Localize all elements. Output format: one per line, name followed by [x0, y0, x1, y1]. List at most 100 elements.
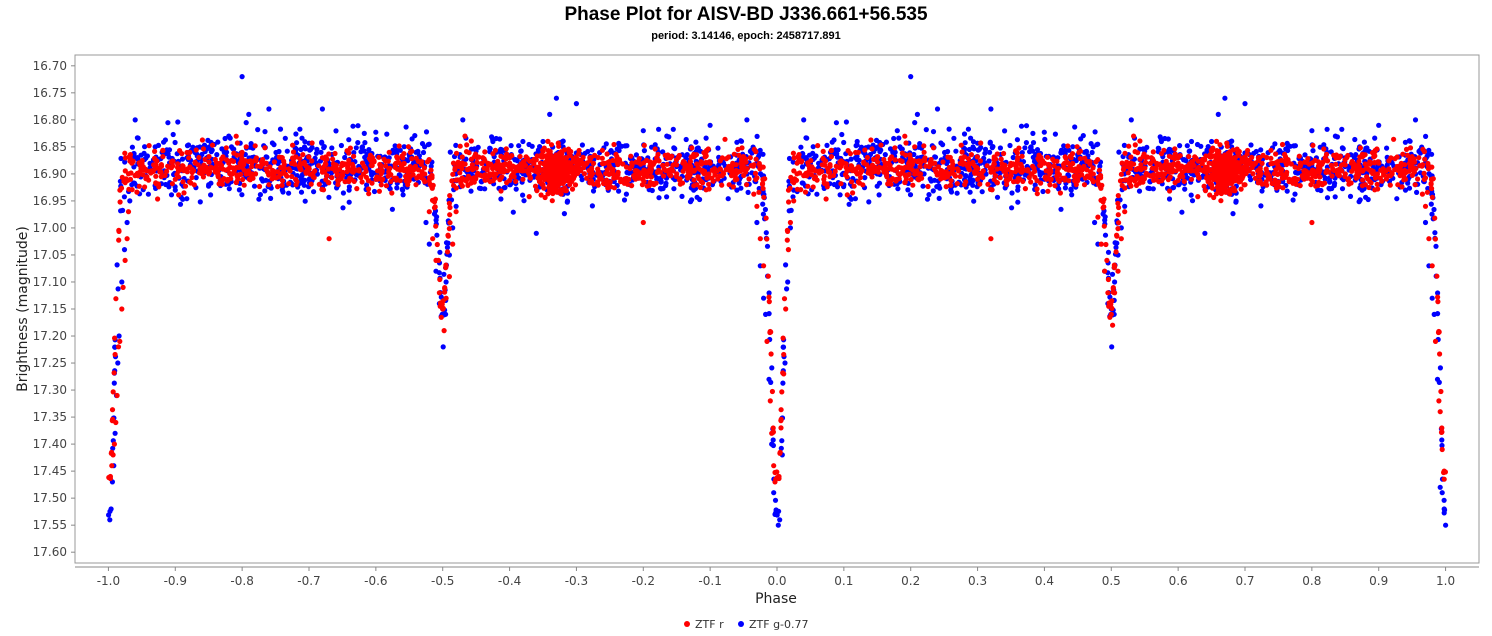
ztf-r-point [415, 158, 421, 164]
ztf-r-point [1062, 177, 1068, 183]
ztf-g-point [831, 137, 837, 143]
ztf-r-point [790, 150, 797, 156]
ztf-r-point [763, 215, 769, 221]
ztf-g-point [971, 146, 977, 152]
ztf-g-point [621, 197, 628, 203]
ztf-r-point [419, 169, 425, 175]
ztf-g-point [482, 186, 488, 192]
ztf-g-point [961, 131, 968, 137]
ztf-r-point [902, 179, 908, 186]
ztf-r-point [1334, 171, 1341, 177]
ztf-r-point [452, 165, 458, 171]
ztf-g-point [413, 149, 419, 155]
ztf-g-point [1248, 142, 1254, 148]
x-tick-label: -1.0 [97, 574, 120, 588]
ztf-g-point [392, 143, 398, 149]
ztf-g-point [585, 148, 591, 155]
ztf-g-point [1439, 442, 1445, 449]
ztf-r-point [1003, 181, 1010, 187]
ztf-g-point [361, 148, 367, 154]
ztf-r-point [1425, 160, 1431, 167]
x-tick-label: 0.9 [1369, 574, 1388, 588]
ztf-r-point [1077, 156, 1083, 162]
ztf-r-point [175, 165, 181, 171]
ztf-g-point [856, 157, 862, 163]
ztf-g-point [431, 211, 438, 217]
ztf-r-point [297, 156, 303, 162]
ztf-g-point [930, 188, 936, 194]
ztf-r-point [959, 149, 965, 155]
ztf-r-point [998, 156, 1004, 162]
ztf-r-point [497, 162, 503, 168]
ztf-g-point [1412, 117, 1419, 123]
ztf-r-point [886, 160, 892, 166]
ztf-r-point [1047, 182, 1053, 188]
ztf-r-point [1349, 168, 1355, 174]
ztf-r-point [1042, 175, 1048, 181]
ztf-g-point [226, 133, 232, 139]
ztf-g-point [453, 203, 459, 209]
ztf-r-point [726, 182, 732, 188]
y-tick-label: 16.80 [33, 113, 67, 127]
ztf-r-point [349, 161, 355, 167]
ztf-g-point [979, 189, 985, 195]
ztf-r-point [911, 158, 917, 164]
ztf-r-point [345, 165, 351, 171]
ztf-r-point [428, 167, 434, 173]
ztf-r-point [601, 180, 607, 187]
ztf-r-point [916, 177, 922, 183]
ztf-r-point [195, 162, 201, 168]
ztf-g-point [508, 143, 514, 149]
ztf-g-point [1290, 197, 1296, 203]
ztf-r-point [389, 190, 395, 196]
ztf-g-point [476, 185, 483, 191]
ztf-r-point [1048, 168, 1054, 175]
ztf-r-point [332, 150, 338, 157]
ztf-g-point [616, 147, 622, 154]
ztf-r-point [1260, 152, 1266, 158]
ztf-r-point [1067, 153, 1073, 159]
ztf-r-point [230, 158, 237, 164]
ztf-r-point [853, 149, 859, 156]
ztf-g-point [1114, 240, 1120, 246]
ztf-r-point [1411, 156, 1417, 162]
ztf-r-point [611, 185, 618, 191]
ztf-g-point [656, 195, 662, 201]
ztf-r-point [160, 148, 166, 154]
ztf-r-point [1181, 178, 1187, 184]
ztf-r-point [1018, 161, 1024, 167]
ztf-r-point [679, 180, 686, 186]
y-tick-label: 17.45 [33, 464, 67, 478]
ztf-r-point [468, 138, 474, 144]
x-tick-label: -0.4 [498, 574, 521, 588]
ztf-r-point [599, 147, 606, 153]
ztf-r-point [910, 182, 916, 188]
ztf-r-point [1403, 146, 1410, 152]
ztf-g-point [342, 154, 348, 161]
ztf-r-point [300, 152, 306, 158]
ztf-r-point [1128, 154, 1134, 160]
ztf-g-point [145, 191, 151, 197]
ztf-r-point [1298, 162, 1304, 168]
ztf-r-point [1103, 241, 1109, 248]
ztf-g-point [177, 201, 184, 207]
ztf-g-point [268, 195, 274, 201]
ztf-g-point [277, 126, 284, 132]
ztf-g-point [108, 506, 114, 512]
ztf-r-point [182, 183, 189, 189]
ztf-g-point [116, 333, 122, 339]
ztf-g-point [616, 188, 622, 194]
ztf-g-point [1009, 205, 1015, 211]
ztf-r-point [252, 143, 258, 149]
ztf-g-point [144, 153, 150, 159]
ztf-g-point [371, 188, 378, 195]
ztf-r-point [726, 154, 732, 160]
ztf-g-point [1031, 158, 1038, 164]
ztf-g-point [351, 150, 357, 156]
ztf-r-point [599, 161, 606, 167]
ztf-r-point [1365, 176, 1371, 182]
ztf-g-point [301, 182, 307, 188]
ztf-g-point [1441, 510, 1447, 516]
data-points [106, 74, 1449, 528]
ztf-r-point [946, 164, 952, 171]
